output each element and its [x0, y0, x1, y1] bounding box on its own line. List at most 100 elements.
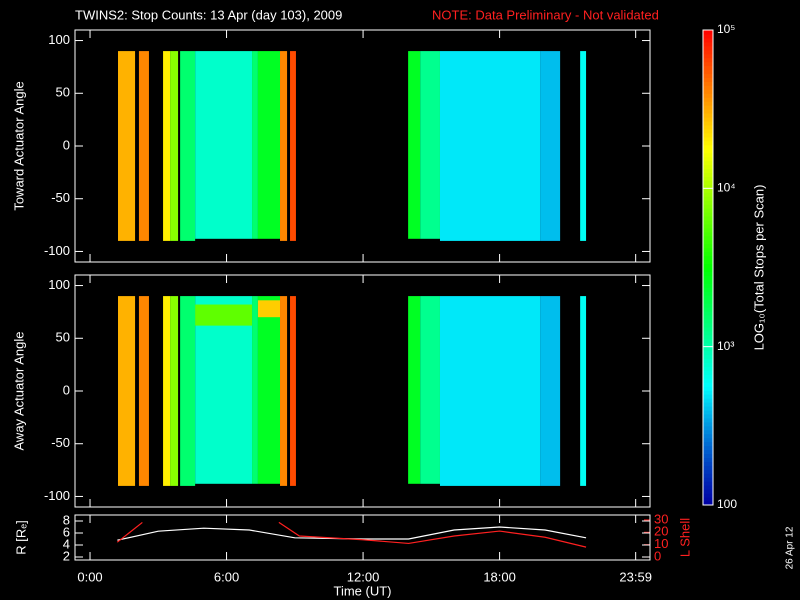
colorbar-cell	[703, 386, 713, 391]
x-tick-label: 6:00	[214, 569, 239, 584]
y-tick-label: 0	[63, 137, 70, 152]
heat-band	[420, 51, 440, 239]
colorbar-cell	[703, 156, 713, 162]
x-label: Time (UT)	[333, 583, 391, 598]
colorbar-cell	[703, 69, 713, 75]
colorbar-cell	[703, 97, 713, 102]
colorbar-cell	[703, 334, 713, 340]
heat-band	[290, 51, 296, 241]
colorbar-cell	[703, 144, 713, 150]
colorbar-cell	[703, 390, 713, 395]
colorbar-cell	[703, 61, 713, 67]
colorbar-cell	[703, 45, 713, 51]
heat-band	[195, 304, 253, 326]
colorbar-cell	[703, 33, 713, 39]
colorbar-cell	[703, 362, 713, 367]
heat-band	[252, 296, 258, 484]
colorbar-cell	[703, 275, 713, 280]
colorbar-cell	[703, 200, 713, 205]
colorbar-cell	[703, 239, 713, 245]
y2-tick-label: 20	[654, 524, 668, 539]
heat-band	[439, 296, 541, 486]
heat-band	[170, 51, 179, 241]
y-tick-label: -100	[44, 243, 70, 258]
heat-band	[138, 296, 149, 486]
colorbar-cell	[703, 220, 713, 225]
colorbar-cell	[703, 148, 713, 154]
colorbar-label: LOG₁₀(Total Stops per Scan)	[751, 185, 766, 351]
colorbar-cell	[703, 469, 713, 474]
colorbar-cell	[703, 485, 713, 490]
colorbar-cell	[703, 216, 713, 221]
colorbar-cell	[703, 255, 713, 261]
heat-band	[252, 51, 258, 239]
colorbar-cell	[703, 315, 713, 320]
colorbar-cell	[703, 366, 713, 371]
colorbar-cell	[703, 184, 713, 189]
heat-band	[408, 51, 421, 239]
colorbar-cell	[703, 37, 713, 43]
colorbar-cell	[703, 295, 713, 300]
colorbar-cell	[703, 410, 713, 415]
y-tick-label: 8	[63, 512, 70, 527]
colorbar-cell	[703, 370, 713, 375]
colorbar-cell	[703, 417, 713, 423]
colorbar-cell	[703, 41, 713, 47]
heat-band	[420, 296, 440, 484]
colorbar-cell	[703, 413, 713, 419]
colorbar-cell	[703, 497, 713, 502]
heat-band	[257, 300, 281, 318]
colorbar-cell	[703, 204, 713, 209]
y2-tick-label: 0	[654, 548, 661, 563]
colorbar-cell	[703, 49, 713, 55]
colorbar-cell	[703, 259, 713, 265]
heat-band	[118, 51, 136, 241]
colorbar-tick-label: 10⁴	[717, 181, 736, 195]
heat-band	[163, 296, 171, 486]
colorbar-cell	[703, 227, 713, 233]
y-tick-label: 50	[56, 330, 70, 345]
y-tick-label: 6	[63, 524, 70, 539]
colorbar-cell	[703, 421, 713, 427]
colorbar-cell	[703, 457, 713, 462]
heat-band	[439, 51, 541, 241]
heat-band	[280, 51, 288, 241]
colorbar-cell	[703, 73, 713, 78]
colorbar-cell	[703, 279, 713, 284]
colorbar-cell	[703, 192, 713, 197]
heat-band	[290, 296, 296, 486]
y-label: Toward Actuator Angle	[11, 81, 26, 210]
colorbar-cell	[703, 89, 713, 94]
colorbar-cell	[703, 338, 713, 344]
line-series	[117, 526, 587, 541]
plot-frame	[74, 274, 651, 508]
colorbar-cell	[703, 57, 713, 63]
colorbar-cell	[703, 30, 713, 35]
colorbar-cell	[703, 283, 713, 288]
colorbar-cell	[703, 477, 713, 482]
colorbar-cell	[703, 105, 713, 110]
colorbar-cell	[703, 196, 713, 201]
colorbar-cell	[703, 374, 713, 379]
y-tick-label: 100	[48, 32, 70, 47]
heat-band	[118, 296, 136, 486]
colorbar-cell	[703, 425, 713, 431]
plot-frame	[74, 514, 651, 561]
colorbar-cell	[703, 263, 713, 268]
colorbar-cell	[703, 342, 713, 348]
note: NOTE: Data Preliminary - Not validated	[432, 7, 659, 22]
colorbar-cell	[703, 85, 713, 90]
colorbar-cell	[703, 93, 713, 98]
date-stamp: 26 Apr 12	[785, 526, 796, 569]
colorbar-cell	[703, 117, 713, 122]
colorbar-cell	[703, 394, 713, 399]
y-tick-label: -50	[51, 190, 70, 205]
y2-tick-label: 10	[654, 536, 668, 551]
colorbar-cell	[703, 354, 713, 360]
colorbar-cell	[703, 322, 713, 328]
colorbar-cell	[703, 121, 713, 126]
colorbar-cell	[703, 346, 713, 352]
heat-band	[580, 296, 587, 486]
heat-band	[280, 296, 288, 486]
colorbar-cell	[703, 247, 713, 253]
